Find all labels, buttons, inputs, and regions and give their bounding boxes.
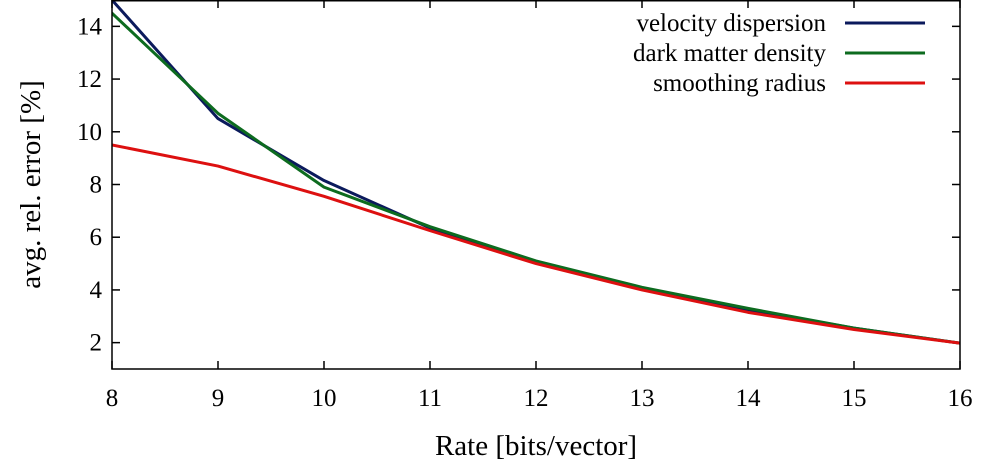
x-tick-label: 8: [106, 385, 119, 412]
legend-label: velocity dispersion: [636, 10, 826, 37]
axes-layer: 8 9 10 11 12 13 14 15 16 2 4 6 8 10 12 14: [77, 0, 973, 412]
y-tick-label: 12: [77, 66, 102, 93]
plot-frame: [111, 0, 961, 370]
x-tick-label: 16: [948, 385, 973, 412]
x-tick-label: 13: [630, 385, 655, 412]
y-tick-label: 10: [77, 119, 102, 146]
series-layer: [112, 0, 960, 345]
x-tick-label: 14: [736, 385, 762, 412]
y-tick-label: 8: [90, 172, 103, 199]
y-tick-label: 14: [77, 13, 103, 40]
x-axis-label: Rate [bits/vector]: [435, 430, 637, 462]
x-tick-label: 15: [842, 385, 867, 412]
legend-label: smoothing radius: [653, 70, 826, 97]
y-tick-label: 6: [90, 224, 103, 251]
x-tick-label: 12: [524, 385, 549, 412]
y-tick-label: 4: [90, 277, 103, 304]
x-tick-label: 10: [312, 385, 337, 412]
y-axis-label: avg. rel. error [%]: [15, 80, 47, 289]
legend: velocity dispersion dark matter density sm…: [633, 10, 925, 97]
y-tick-label: 2: [90, 330, 103, 357]
legend-label: dark matter density: [633, 40, 826, 67]
series-line-smoothing-radius: [112, 143, 960, 345]
x-tick-label: 11: [418, 385, 442, 412]
x-tick-label: 9: [212, 385, 225, 412]
series-line-dark-matter-density: [112, 11, 960, 345]
